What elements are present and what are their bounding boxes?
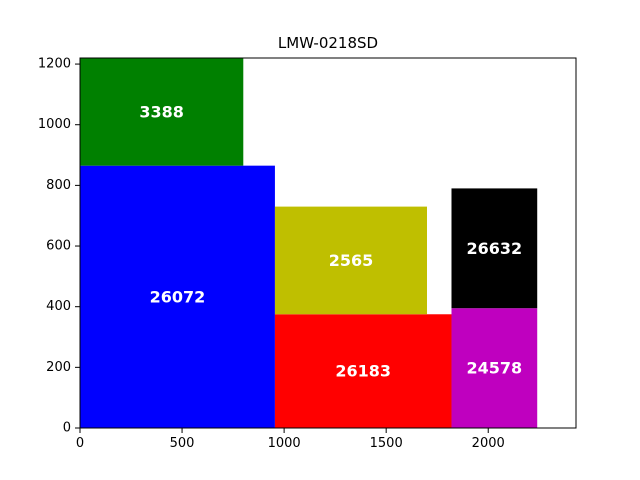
y-tick-label-6: 1200	[38, 57, 71, 72]
treemap-rect-4	[451, 308, 538, 428]
treemap-rect-1	[80, 58, 244, 166]
treemap-rect-label-1: 3388	[139, 102, 184, 121]
treemap-rect-label-5: 26632	[467, 239, 523, 258]
treemap-rect-label-0: 26072	[150, 287, 206, 306]
axes-frame	[79, 57, 577, 429]
y-tick-label-3: 600	[46, 239, 71, 254]
y-tick-label-0: 0	[63, 421, 71, 436]
rectangles-layer: 26072 3388 26183 2565 24578 26632	[80, 58, 538, 428]
ticks-layer: 0 500 1000 1500 2000 0 200 400 600 800 1000 1200	[38, 57, 505, 451]
treemap-rect-0	[80, 165, 275, 428]
y-tick-label-5: 1000	[38, 117, 71, 132]
x-tick-label-0: 0	[76, 436, 84, 451]
treemap-rect-label-2: 26183	[335, 362, 391, 381]
treemap-rect-3	[274, 206, 427, 315]
x-tick-label-4: 2000	[472, 436, 505, 451]
y-tick-label-4: 800	[46, 178, 71, 193]
x-tick-label-2: 1000	[268, 436, 301, 451]
y-tick-label-2: 400	[46, 299, 71, 314]
y-tick-label-1: 200	[46, 360, 71, 375]
chart-title: LMW-0218SD	[278, 34, 378, 52]
x-tick-label-3: 1500	[370, 436, 403, 451]
treemap-rect-label-4: 24578	[467, 359, 523, 378]
treemap-rect-label-3: 2565	[329, 251, 374, 270]
treemap-rect-5	[451, 188, 538, 309]
treemap-rect-2	[274, 314, 452, 428]
x-tick-label-1: 500	[170, 436, 195, 451]
